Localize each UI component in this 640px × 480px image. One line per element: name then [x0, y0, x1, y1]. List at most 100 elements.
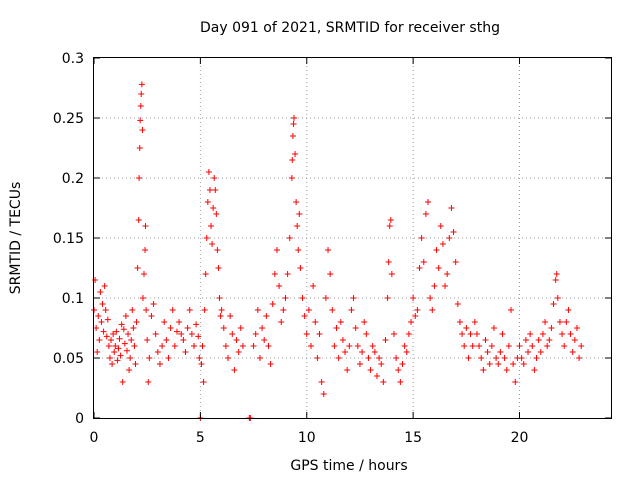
data-point: [325, 247, 332, 253]
data-point: [144, 337, 151, 343]
x-tick-label: 0: [90, 430, 99, 446]
data-point: [335, 355, 342, 361]
data-point: [237, 325, 244, 331]
data-point: [533, 355, 540, 361]
data-point: [314, 355, 321, 361]
data-point: [214, 247, 221, 253]
data-point: [218, 307, 225, 313]
data-point: [213, 211, 220, 217]
data-point: [215, 265, 222, 271]
data-point: [263, 313, 270, 319]
data-point: [369, 343, 376, 349]
y-tick-label: 0.05: [53, 351, 84, 367]
data-point: [201, 307, 208, 313]
data-point: [100, 328, 107, 335]
data-point: [410, 295, 417, 301]
data-point: [418, 235, 425, 241]
data-point: [569, 349, 576, 355]
data-point: [393, 355, 400, 361]
data-point: [520, 361, 527, 367]
data-point: [331, 343, 338, 349]
data-point: [290, 121, 297, 127]
data-point: [414, 307, 421, 313]
data-point: [303, 331, 310, 337]
data-point: [105, 343, 112, 349]
data-point: [122, 313, 129, 319]
data-point: [254, 307, 261, 313]
data-point: [193, 321, 200, 328]
data-point: [401, 343, 408, 349]
data-point: [437, 223, 444, 229]
data-point: [102, 307, 109, 313]
data-point: [376, 355, 383, 361]
data-point: [388, 271, 395, 277]
data-point: [204, 199, 211, 205]
data-point: [296, 211, 303, 217]
data-point: [280, 307, 287, 313]
data-point: [356, 361, 363, 367]
data-point: [348, 307, 355, 313]
data-point: [387, 217, 394, 223]
chart-title: Day 091 of 2021, SRMTID for receiver sth…: [200, 20, 500, 36]
data-point: [505, 343, 512, 349]
y-tick-labels: 0 0.05 0.1 0.15 0.2 0.25 0.3: [53, 51, 84, 427]
data-point: [308, 343, 315, 349]
data-point: [145, 379, 152, 385]
data-point: [284, 271, 291, 277]
data-point: [322, 295, 329, 301]
data-point: [412, 313, 419, 319]
data-point: [148, 313, 155, 319]
data-point: [116, 335, 123, 342]
data-point: [271, 271, 278, 277]
data-point: [352, 325, 359, 331]
data-point: [559, 331, 566, 337]
data-point: [312, 319, 319, 325]
data-point: [176, 319, 183, 325]
data-point: [561, 343, 568, 349]
data-point: [490, 325, 497, 331]
data-point: [471, 319, 478, 325]
y-tick-label: 0.1: [62, 291, 84, 307]
data-point: [220, 325, 227, 331]
data-point: [576, 355, 583, 361]
data-point: [395, 367, 402, 373]
data-point: [553, 271, 560, 277]
y-tick-label: 0.2: [62, 171, 84, 187]
data-point: [239, 343, 246, 349]
data-point: [501, 355, 508, 361]
y-tick-label: 0.15: [53, 231, 84, 247]
data-point: [127, 355, 134, 361]
data-point: [546, 337, 553, 343]
data-point: [431, 283, 438, 289]
data-point: [320, 391, 327, 397]
data-point: [282, 295, 289, 301]
data-point: [484, 349, 491, 355]
data-point: [339, 337, 346, 343]
data-point: [463, 325, 470, 331]
data-point: [439, 241, 446, 247]
data-point: [118, 321, 125, 328]
data-point: [478, 355, 485, 361]
data-point: [137, 103, 144, 109]
data-point: [173, 328, 180, 335]
data-point: [435, 265, 442, 271]
data-point: [288, 175, 295, 181]
data-point: [120, 326, 127, 333]
data-point: [346, 343, 353, 349]
data-point: [512, 379, 519, 385]
data-point: [217, 313, 224, 319]
data-point: [301, 313, 308, 319]
data-point: [199, 343, 206, 349]
data-point: [286, 235, 293, 241]
data-point: [276, 283, 283, 289]
data-point: [539, 331, 546, 337]
data-point: [482, 337, 489, 343]
data-point: [556, 319, 563, 325]
data-point: [316, 331, 323, 337]
data-point: [294, 223, 301, 229]
data-point: [473, 331, 480, 337]
data-point: [152, 331, 159, 337]
data-point: [161, 319, 168, 325]
data-point: [154, 349, 161, 355]
data-point: [131, 343, 138, 349]
